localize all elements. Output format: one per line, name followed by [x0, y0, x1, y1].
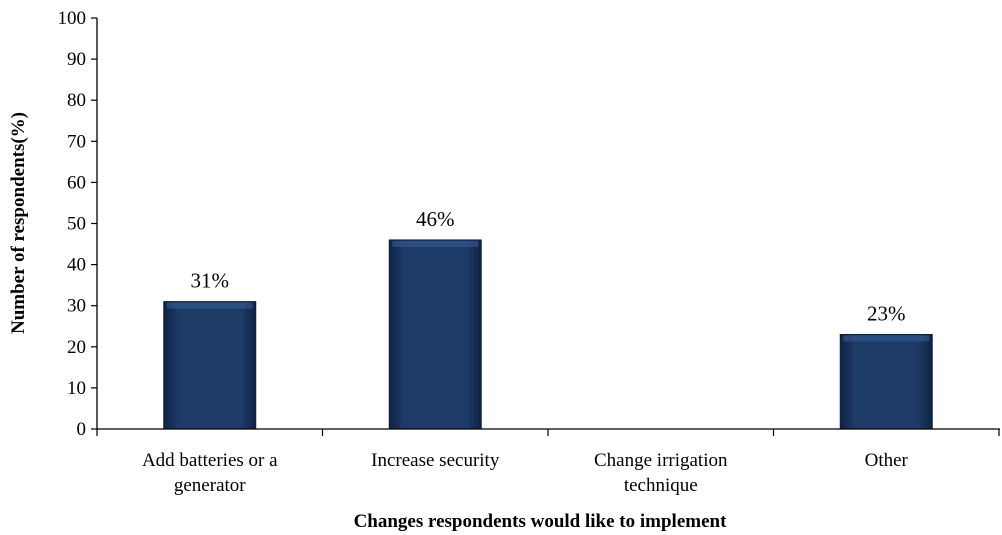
- x-category-label: generator: [174, 475, 246, 496]
- y-tick-label: 100: [58, 8, 87, 29]
- y-tick-label: 90: [67, 49, 86, 70]
- bar: [163, 301, 257, 430]
- bar: [839, 333, 933, 430]
- y-tick-label: 50: [67, 214, 86, 235]
- x-category-label: Add batteries or a: [142, 450, 278, 471]
- data-label: 23%: [867, 301, 906, 325]
- x-category-label: Increase security: [371, 450, 500, 471]
- y-tick-label: 70: [67, 131, 86, 152]
- bar: [388, 239, 482, 430]
- y-axis-title: Number of respondents(%): [8, 112, 29, 334]
- bar-highlight: [166, 302, 253, 309]
- x-axis-title: Changes respondents would like to implem…: [354, 511, 728, 532]
- y-tick-label: 0: [77, 419, 87, 440]
- x-category-label: technique: [624, 475, 698, 496]
- data-label: 46%: [416, 207, 455, 231]
- y-tick-label: 40: [67, 255, 86, 276]
- y-tick-label: 10: [67, 378, 86, 399]
- y-tick-label: 30: [67, 296, 86, 317]
- bar-highlight: [843, 335, 930, 342]
- labels-group: 0 10 20 30 40 50 60 70 80 90 100 31% Add batteries o…: [58, 8, 909, 496]
- data-label: 31%: [191, 269, 230, 293]
- y-tick-label: 20: [67, 337, 86, 358]
- bar-highlight: [392, 240, 479, 247]
- bars-group: [163, 239, 933, 430]
- axes-group: [91, 17, 1000, 436]
- y-tick-label: 60: [67, 172, 86, 193]
- x-category-label: Other: [865, 450, 909, 471]
- y-tick-label: 80: [67, 90, 86, 111]
- x-category-label: Change irrigation: [594, 450, 728, 471]
